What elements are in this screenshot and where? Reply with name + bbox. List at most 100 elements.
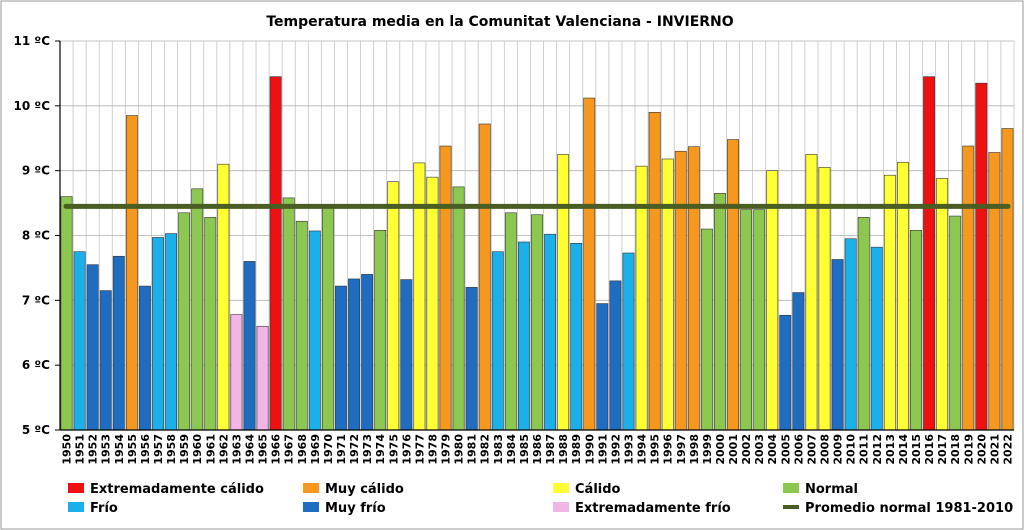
bar-2010 [844,238,857,431]
bar-2018 [949,215,962,431]
bar-1952 [86,264,99,431]
x-tick-label: 1970 [322,434,335,465]
legend-swatch [303,502,319,512]
x-tick-label: 1955 [126,434,139,465]
bar-1992 [609,280,622,431]
x-tick-label: 2001 [727,434,740,465]
x-tick-label: 2006 [792,434,805,465]
x-tick-label: 1997 [675,434,688,465]
bar-1989 [570,242,583,431]
x-tick-label: 1968 [296,434,309,465]
bar-2017 [936,178,949,431]
bar-2012 [870,246,883,431]
bar-1968 [295,220,308,431]
x-tick-label: 1993 [622,434,635,465]
bar-1997 [674,150,687,431]
bar-1955 [125,115,138,431]
bar-1972 [348,278,360,431]
bar-1995 [648,112,661,431]
bar-1965 [256,325,269,431]
bar-2004 [766,170,779,431]
x-tick-label: 1967 [283,434,296,465]
bar-2015 [910,230,922,431]
x-tick-label: 1980 [453,434,466,465]
bar-1967 [282,197,295,431]
bar-2014 [896,161,909,431]
x-tick-label: 2002 [740,434,753,465]
bar-2009 [831,259,844,431]
x-tick-label: 1987 [544,434,557,465]
bar-1973 [361,274,374,431]
bar-1964 [243,261,256,431]
x-tick-label: 1958 [165,434,178,465]
y-tick-label: 6 ºC [22,358,50,372]
bar-1971 [335,285,347,431]
x-tick-label: 2017 [936,434,949,465]
bar-1958 [165,233,178,431]
bar-1990 [583,97,596,431]
x-tick-label: 1981 [466,434,479,465]
x-tick-label: 2018 [949,434,962,465]
x-tick-label: 1973 [361,434,374,465]
x-tick-label: 2021 [988,434,1001,465]
bar-1956 [139,285,151,431]
x-tick-label: 1962 [217,434,230,465]
bar-1960 [191,188,204,431]
x-tick-label: 1963 [230,434,243,465]
x-tick-label: 2009 [832,434,845,465]
bar-1999 [700,228,713,431]
legend-label: Extremadamente frío [575,501,731,516]
bars [60,76,1014,431]
x-tick-label: 1966 [270,434,283,465]
legend-swatch [783,483,799,493]
x-tick-label: 1979 [440,434,453,465]
bar-1954 [112,255,125,431]
x-tick-label: 2013 [884,434,897,465]
x-tick-label: 1995 [649,434,662,465]
y-tick-label: 9 ºC [22,164,50,178]
x-tick-label: 1952 [87,434,100,465]
x-tick-label: 2003 [753,434,766,465]
bar-2001 [727,139,739,431]
x-tick-label: 1988 [557,434,570,465]
x-tick-label: 1976 [400,434,413,465]
x-tick-label: 1957 [152,434,165,465]
bar-2011 [857,217,870,431]
x-tick-label: 1972 [348,434,361,465]
bar-1981 [465,287,478,431]
bar-2006 [792,292,805,431]
x-tick-label: 1956 [139,434,152,465]
x-tick-label: 1998 [688,434,701,465]
legend-swatch [68,502,84,512]
x-tick-label: 1986 [531,434,544,465]
bar-2005 [779,314,792,431]
y-tick-label: 5 ºC [22,423,50,437]
x-tick-label: 1985 [518,434,531,465]
bar-1950 [60,196,73,431]
x-tick-label: 1953 [100,434,113,465]
bar-1987 [544,233,556,431]
x-tick-label: 1961 [204,434,217,465]
bar-2019 [962,145,975,431]
bar-1959 [178,212,191,431]
x-tick-label: 1969 [309,434,322,465]
bar-2003 [753,209,766,431]
x-tick-label: 1991 [596,434,609,465]
bar-2021 [988,152,1001,431]
bar-1966 [269,76,282,431]
bar-1991 [596,303,609,431]
x-tick-label: 1982 [479,434,492,465]
bar-1983 [491,251,504,431]
x-tick-label: 1960 [191,434,204,465]
x-tick-label: 2014 [897,434,910,465]
x-tick-label: 2019 [962,434,975,465]
y-tick-label: 7 ºC [22,293,50,307]
bar-1976 [400,279,413,431]
x-tick-label: 1996 [662,434,675,465]
x-tick-label: 1984 [505,434,518,465]
bar-1996 [661,158,674,431]
x-tick-label: 2012 [871,434,884,465]
x-tick-label: 2007 [805,434,818,465]
